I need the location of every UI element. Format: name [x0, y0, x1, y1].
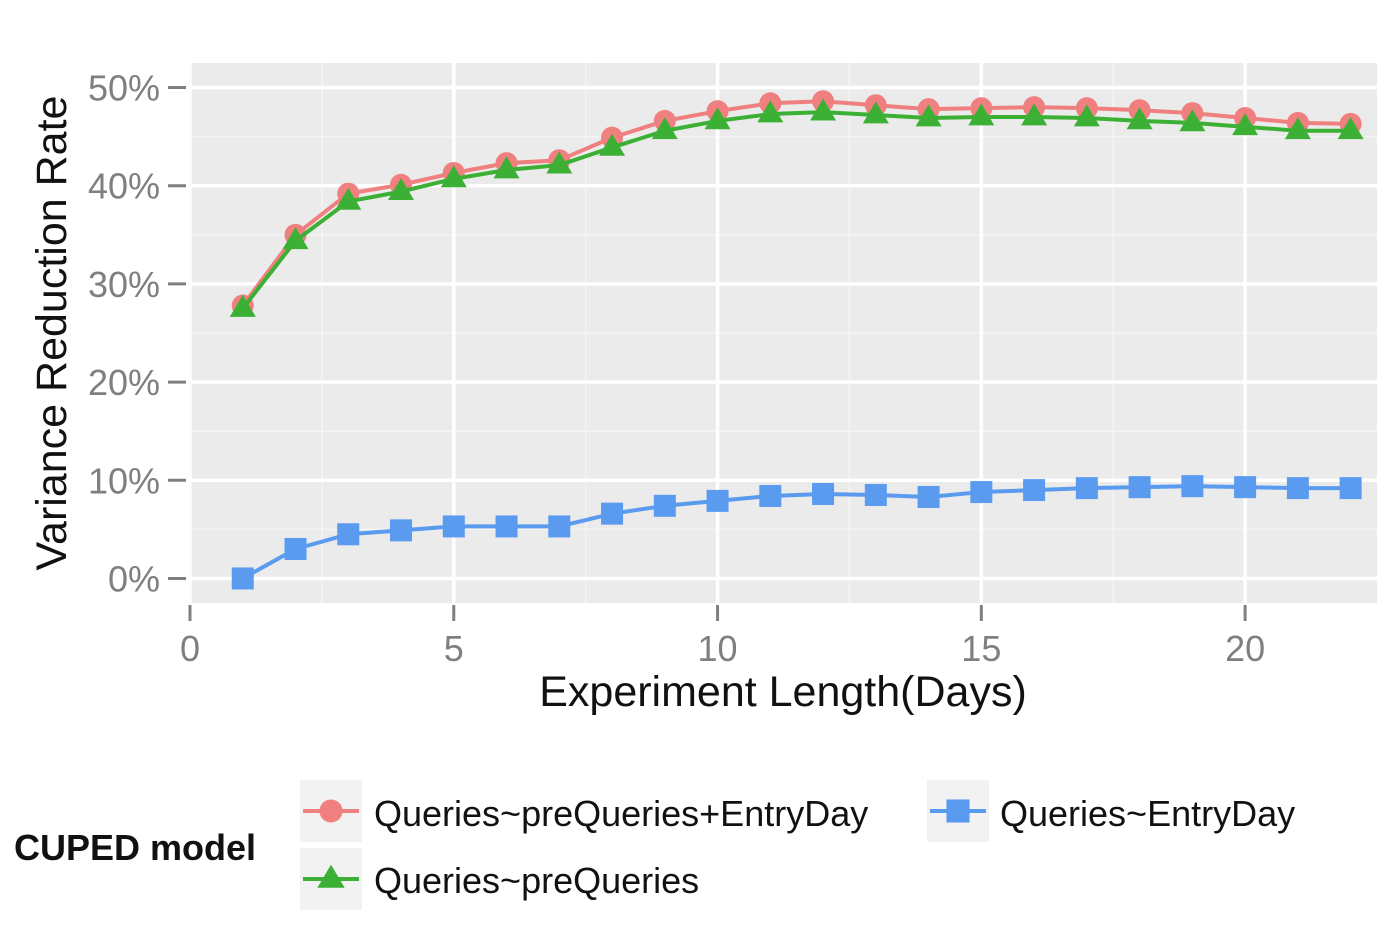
- series-line-0: [241, 99, 1351, 307]
- series-2: [231, 475, 1362, 590]
- data-point-square: [1339, 477, 1362, 500]
- legend-label: Queries~EntryDay: [1000, 793, 1295, 834]
- data-point-triangle: [335, 187, 362, 210]
- y-tick-label: 50%: [88, 68, 160, 109]
- data-point-triangle: [810, 98, 837, 121]
- series-1: [229, 98, 1364, 317]
- y-axis: 0% 10% 20% 30% 40% 50%: [88, 68, 186, 599]
- x-tick-label: 10: [698, 628, 738, 669]
- data-point-triangle: [704, 107, 731, 130]
- data-point-square: [1023, 479, 1046, 502]
- data-point-square: [1128, 476, 1151, 499]
- data-point-square: [970, 481, 993, 504]
- data-point-square: [548, 515, 571, 538]
- series-line-1: [241, 110, 1351, 310]
- data-point-triangle: [1021, 103, 1048, 126]
- data-point-square: [759, 484, 782, 507]
- data-point-square: [337, 523, 360, 546]
- data-point-square: [495, 515, 518, 538]
- y-tick-label: 40%: [88, 166, 160, 207]
- legend-item-1: Queries~preQueries: [300, 848, 699, 910]
- data-point-triangle: [1073, 104, 1100, 127]
- data-point-triangle: [388, 177, 415, 200]
- data-point-square: [864, 484, 887, 506]
- y-tick-label: 20%: [88, 362, 160, 403]
- data-point-triangle: [599, 133, 626, 156]
- data-point-square: [1075, 477, 1098, 500]
- x-axis: 0 5 10 15 20: [180, 605, 1265, 669]
- data-point-square: [601, 502, 624, 525]
- data-point-square: [284, 538, 307, 560]
- series-layer: [229, 90, 1364, 590]
- data-point-triangle: [440, 165, 467, 188]
- legend-item-0: Queries~preQueries+EntryDay: [300, 780, 868, 842]
- data-point-square: [1181, 475, 1204, 498]
- legend-title: CUPED model: [14, 827, 256, 868]
- data-point-triangle: [1126, 107, 1153, 130]
- data-point-square: [706, 489, 729, 512]
- data-point-square: [1234, 476, 1257, 499]
- data-point-triangle: [282, 227, 309, 250]
- data-point-triangle: [651, 117, 678, 140]
- legend-key-square-icon: [946, 799, 970, 823]
- legend-key-circle-icon: [319, 799, 343, 823]
- x-tick-label: 20: [1225, 628, 1265, 669]
- data-point-triangle: [968, 103, 995, 126]
- y-tick-label: 30%: [88, 264, 160, 305]
- data-point-square: [442, 515, 465, 538]
- major-gridlines: [188, 63, 1377, 603]
- x-tick-label: 5: [444, 628, 464, 669]
- data-point-triangle: [1337, 117, 1364, 140]
- legend-label: Queries~preQueries: [374, 860, 699, 901]
- x-tick-label: 15: [961, 628, 1001, 669]
- x-axis-title: Experiment Length(Days): [539, 668, 1027, 716]
- data-point-square: [812, 483, 835, 506]
- data-point-square: [653, 494, 676, 517]
- legend-item-2: Queries~EntryDay: [927, 780, 1295, 842]
- data-point-square: [390, 519, 413, 542]
- y-axis-title: Variance Reduction Rate: [28, 96, 76, 571]
- data-point-square: [1286, 477, 1309, 500]
- data-point-triangle: [229, 294, 256, 317]
- data-point-square: [917, 485, 940, 508]
- data-point-triangle: [1232, 113, 1259, 136]
- y-tick-label: 0%: [108, 558, 160, 599]
- data-point-triangle: [493, 156, 520, 179]
- data-point-square: [231, 567, 254, 590]
- legend-label: Queries~preQueries+EntryDay: [374, 793, 868, 834]
- x-tick-label: 0: [180, 628, 200, 669]
- data-point-triangle: [862, 101, 889, 124]
- data-point-triangle: [546, 151, 573, 174]
- legend-key-triangle-icon: [317, 864, 345, 888]
- y-tick-label: 10%: [88, 460, 160, 501]
- series-line-2: [241, 484, 1351, 581]
- data-point-triangle: [1179, 109, 1206, 132]
- data-point-triangle: [915, 104, 942, 127]
- data-point-triangle: [757, 100, 784, 123]
- data-point-triangle: [1284, 117, 1311, 140]
- legend: CUPED model Queries~preQueries+EntryDay Q…: [14, 780, 1295, 910]
